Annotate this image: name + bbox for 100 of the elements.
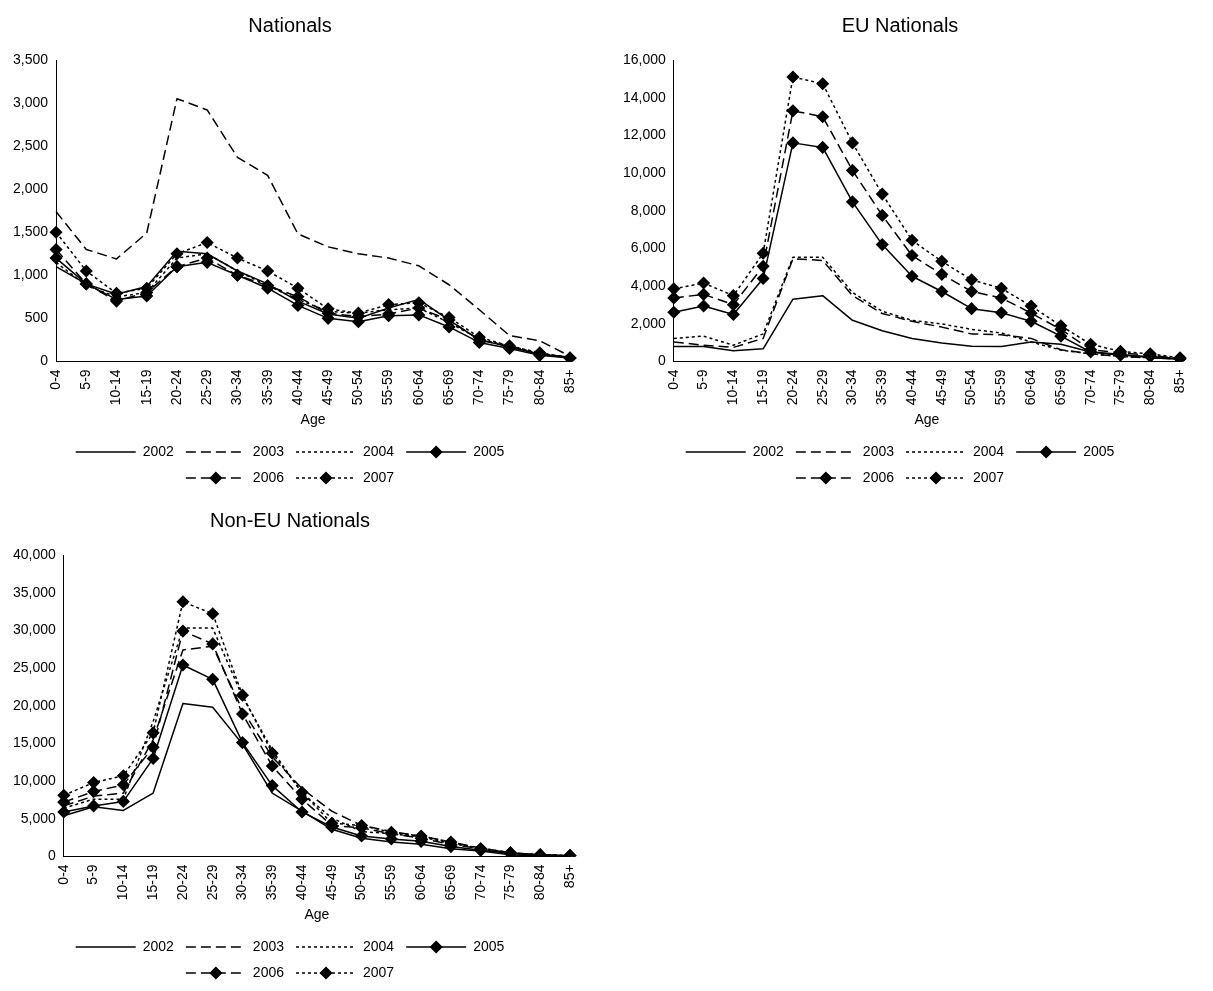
y-tick-label: 14,000 — [622, 88, 667, 105]
y-tick-label: 0 — [658, 352, 667, 369]
x-axis-title: Age — [304, 906, 330, 923]
legend-label: 2002 — [142, 442, 175, 459]
y-tick-label: 40,000 — [12, 545, 57, 562]
x-tick-label: 15-19 — [754, 369, 771, 406]
x-tick-label: 30-34 — [228, 369, 245, 406]
y-tick-label: 0 — [40, 352, 49, 369]
x-tick-label: 70-74 — [471, 864, 488, 901]
y-tick-label: 1,000 — [12, 266, 49, 283]
y-tick-label: 25,000 — [12, 658, 57, 675]
x-tick-label: 65-69 — [1051, 369, 1068, 406]
legend-label: 2003 — [252, 937, 285, 954]
x-tick-label: 40-44 — [902, 369, 919, 406]
legend-label: 2005 — [1083, 442, 1115, 459]
y-tick-label: 2,000 — [12, 180, 49, 197]
y-tick-label: 12,000 — [622, 126, 667, 143]
legend-label: 2006 — [862, 468, 895, 485]
x-axis-title: Age — [914, 411, 940, 428]
x-tick-label: 50-54 — [962, 369, 979, 406]
x-tick-label: 45-49 — [322, 864, 339, 901]
y-tick-label: 3,500 — [12, 50, 49, 67]
x-tick-label: 75-79 — [501, 864, 518, 901]
x-tick-label: 15-19 — [137, 369, 154, 406]
x-tick-label: 40-44 — [292, 864, 309, 901]
x-tick-label: 25-29 — [813, 369, 830, 406]
x-tick-label: 10-14 — [114, 864, 131, 901]
x-tick-label: 80-84 — [530, 369, 547, 406]
y-tick-label: 30,000 — [12, 621, 57, 638]
legend-label: 2004 — [363, 442, 395, 459]
x-tick-label: 5-9 — [694, 369, 711, 390]
x-tick-label: 0-4 — [54, 864, 71, 885]
x-tick-label: 65-69 — [439, 369, 456, 406]
legend-label: 2006 — [252, 468, 285, 485]
x-tick-label: 35-39 — [263, 864, 280, 901]
x-tick-label: 40-44 — [288, 369, 305, 406]
x-tick-label: 65-69 — [441, 864, 458, 901]
legend-label: 2005 — [473, 937, 505, 954]
x-tick-label: 20-24 — [783, 369, 800, 406]
y-tick-label: 10,000 — [12, 771, 57, 788]
x-tick-label: 75-79 — [500, 369, 517, 406]
x-tick-label: 60-64 — [411, 864, 428, 901]
x-tick-label: 10-14 — [107, 369, 124, 406]
x-tick-label: 25-29 — [198, 369, 215, 406]
x-tick-label: 5-9 — [84, 864, 101, 885]
x-tick-label: 30-34 — [233, 864, 250, 901]
x-tick-label: 80-84 — [1141, 369, 1158, 406]
x-tick-label: 70-74 — [470, 369, 487, 406]
legend-label: 2007 — [973, 468, 1005, 485]
x-tick-label: 55-59 — [382, 864, 399, 901]
x-tick-label: 70-74 — [1081, 369, 1098, 406]
y-tick-label: 10,000 — [622, 163, 667, 180]
x-tick-label: 75-79 — [1111, 369, 1128, 406]
x-tick-label: 85+ — [560, 369, 577, 394]
legend-label: 2002 — [142, 937, 175, 954]
legend-label: 2005 — [473, 442, 505, 459]
y-tick-label: 8,000 — [630, 201, 667, 218]
y-tick-label: 35,000 — [12, 583, 57, 600]
chart-title: EU Nationals — [841, 13, 959, 36]
x-axis-title: Age — [300, 411, 326, 428]
x-tick-label: 20-24 — [167, 369, 184, 406]
y-tick-label: 500 — [24, 309, 49, 326]
legend-label: 2007 — [363, 468, 395, 485]
x-tick-label: 30-34 — [843, 369, 860, 406]
y-tick-label: 2,000 — [630, 314, 667, 331]
x-tick-label: 45-49 — [318, 369, 335, 406]
x-tick-label: 20-24 — [173, 864, 190, 901]
x-tick-label: 55-59 — [379, 369, 396, 406]
y-tick-label: 6,000 — [630, 239, 667, 256]
x-tick-label: 35-39 — [258, 369, 275, 406]
x-tick-label: 0-4 — [46, 369, 63, 390]
y-tick-label: 3,000 — [12, 93, 49, 110]
y-tick-label: 15,000 — [12, 734, 57, 751]
x-tick-label: 50-54 — [352, 864, 369, 901]
x-tick-label: 60-64 — [409, 369, 426, 406]
x-tick-label: 50-54 — [349, 369, 366, 406]
y-tick-label: 20,000 — [12, 696, 57, 713]
x-tick-label: 10-14 — [724, 369, 741, 406]
legend-label: 2006 — [252, 963, 285, 980]
y-tick-label: 1,500 — [12, 223, 49, 240]
x-tick-label: 5-9 — [77, 369, 94, 390]
y-tick-label: 16,000 — [622, 50, 667, 67]
legend-label: 2004 — [363, 937, 395, 954]
y-tick-label: 0 — [48, 847, 57, 864]
chart-title: Nationals — [248, 13, 332, 36]
x-tick-label: 80-84 — [531, 864, 548, 901]
x-tick-label: 0-4 — [664, 369, 681, 390]
x-tick-label: 85+ — [1170, 369, 1187, 394]
x-tick-label: 55-59 — [992, 369, 1009, 406]
x-tick-label: 25-29 — [203, 864, 220, 901]
chart-title: Non-EU Nationals — [209, 508, 371, 531]
x-tick-label: 45-49 — [932, 369, 949, 406]
x-tick-label: 15-19 — [144, 864, 161, 901]
legend-label: 2003 — [252, 442, 285, 459]
legend-label: 2003 — [862, 442, 895, 459]
legend-label: 2004 — [973, 442, 1005, 459]
y-tick-label: 2,500 — [12, 136, 49, 153]
x-tick-label: 85+ — [560, 864, 577, 889]
legend-label: 2002 — [752, 442, 785, 459]
x-tick-label: 35-39 — [873, 369, 890, 406]
